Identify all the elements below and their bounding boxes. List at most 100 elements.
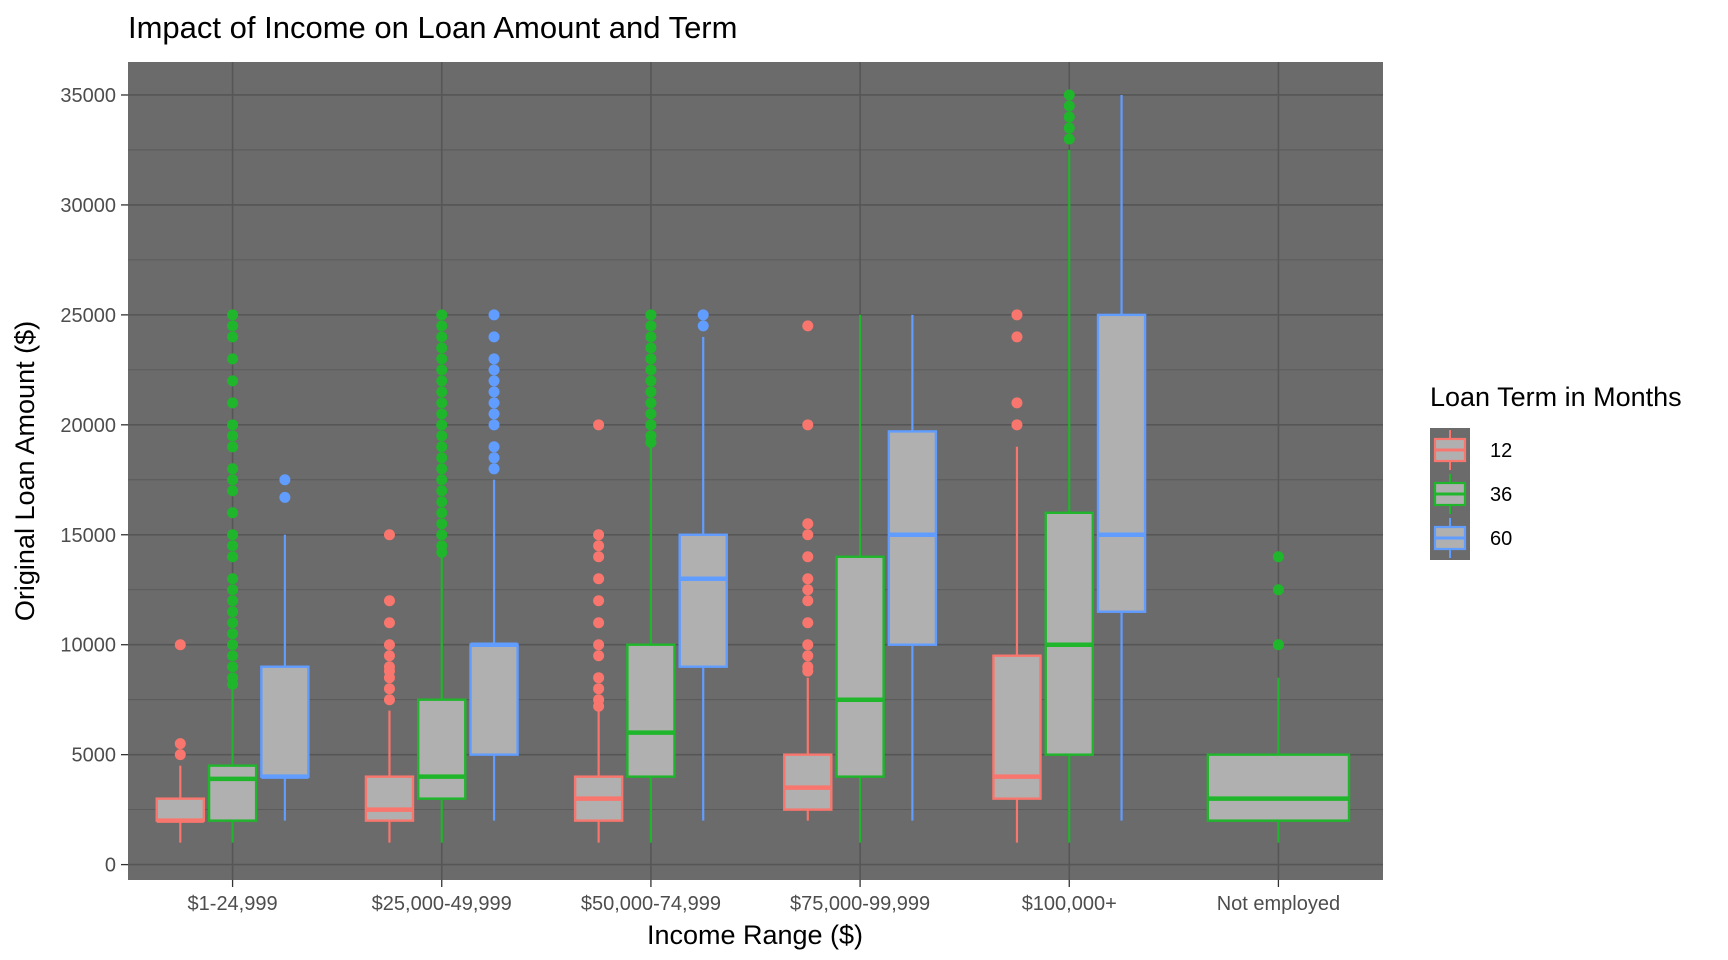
outlier-point xyxy=(802,595,814,607)
chart-title: Impact of Income on Loan Amount and Term xyxy=(128,10,737,45)
outlier-point xyxy=(436,452,448,464)
y-tick-label: 30000 xyxy=(60,195,116,217)
y-tick-label: 0 xyxy=(105,855,116,877)
outlier-point xyxy=(227,573,239,585)
outlier-point xyxy=(436,529,448,541)
outlier-point xyxy=(436,408,448,420)
outlier-point xyxy=(227,672,239,684)
box-body xyxy=(417,698,467,800)
outlier-point xyxy=(227,375,239,387)
box-body xyxy=(835,555,885,778)
outlier-point xyxy=(383,683,395,695)
outlier-point xyxy=(488,397,500,409)
outlier-point xyxy=(227,397,239,409)
outlier-point xyxy=(645,320,657,332)
outlier-point xyxy=(436,496,448,508)
outlier-point xyxy=(802,661,814,673)
outlier-point xyxy=(1063,100,1075,112)
outlier-point xyxy=(436,419,448,431)
box-36-4 xyxy=(1044,89,1094,843)
outlier-point xyxy=(802,617,814,629)
outlier-point xyxy=(488,331,500,343)
outlier-point xyxy=(436,507,448,519)
outlier-point xyxy=(227,540,239,552)
outlier-point xyxy=(436,540,448,552)
box-36-0 xyxy=(207,309,258,843)
outlier-point xyxy=(488,463,500,475)
box-body xyxy=(1096,313,1147,613)
outlier-point xyxy=(802,551,814,563)
outlier-point xyxy=(436,463,448,475)
y-tick-label: 25000 xyxy=(60,305,116,327)
legend: Loan Term in Months 12 36 60 xyxy=(1430,382,1682,560)
outlier-point xyxy=(488,364,500,376)
outlier-point xyxy=(436,320,448,332)
outlier-point xyxy=(697,309,709,321)
outlier-point xyxy=(802,573,814,585)
box-12-1 xyxy=(364,529,415,843)
outlier-point xyxy=(645,331,657,343)
outlier-point xyxy=(488,353,500,365)
outlier-point xyxy=(593,573,605,585)
box-body xyxy=(1044,511,1094,756)
outlier-point xyxy=(436,386,448,398)
outlier-point xyxy=(593,419,605,431)
outlier-point xyxy=(593,617,605,629)
outlier-point xyxy=(279,474,291,486)
outlier-point xyxy=(227,474,239,486)
outlier-point xyxy=(488,441,500,453)
outlier-point xyxy=(1011,419,1023,431)
box-body xyxy=(626,643,676,778)
outlier-point xyxy=(436,364,448,376)
outlier-point xyxy=(645,419,657,431)
legend-item-36: 36 xyxy=(1430,472,1512,516)
outlier-point xyxy=(227,639,239,651)
box-12-3 xyxy=(783,320,833,821)
y-axis-title: Original Loan Amount ($) xyxy=(10,321,40,621)
outlier-point xyxy=(802,518,814,530)
outlier-point xyxy=(227,595,239,607)
outlier-point xyxy=(593,551,605,563)
outlier-point xyxy=(645,397,657,409)
outlier-point xyxy=(593,639,605,651)
outlier-point xyxy=(436,430,448,442)
outlier-point xyxy=(436,331,448,343)
x-tick-label: $25,000-49,999 xyxy=(372,893,512,915)
outlier-point xyxy=(227,650,239,662)
outlier-point xyxy=(645,408,657,420)
outlier-point xyxy=(279,491,291,503)
box-body xyxy=(155,797,206,822)
outlier-point xyxy=(1011,397,1023,409)
box-layer xyxy=(155,89,1351,843)
box-60-1 xyxy=(469,309,519,821)
x-tick-label: $1-24,999 xyxy=(188,893,278,915)
box-body xyxy=(207,764,258,822)
outlier-point xyxy=(436,518,448,530)
box-body xyxy=(260,665,310,778)
outlier-point xyxy=(227,584,239,596)
box-36-5 xyxy=(1206,551,1351,843)
outlier-point xyxy=(645,430,657,442)
outlier-point xyxy=(593,683,605,695)
outlier-point xyxy=(383,650,395,662)
y-tick-label: 35000 xyxy=(60,85,116,107)
x-axis: $1-24,999 $25,000-49,999 $50,000-74,999 $75… xyxy=(188,880,1340,915)
outlier-point xyxy=(1063,133,1075,145)
outlier-point xyxy=(593,540,605,552)
legend-label: 36 xyxy=(1490,484,1512,506)
outlier-point xyxy=(383,595,395,607)
x-tick-label: $100,000+ xyxy=(1022,893,1117,915)
outlier-point xyxy=(174,738,186,750)
legend-label: 12 xyxy=(1490,440,1512,462)
legend-label: 60 xyxy=(1490,528,1512,550)
x-tick-label: $75,000-99,999 xyxy=(790,893,930,915)
legend-item-12: 12 xyxy=(1430,428,1512,472)
outlier-point xyxy=(645,309,657,321)
outlier-point xyxy=(488,386,500,398)
y-tick-label: 10000 xyxy=(60,635,116,657)
plot-panel xyxy=(128,62,1383,880)
outlier-point xyxy=(227,430,239,442)
outlier-point xyxy=(593,595,605,607)
outlier-point xyxy=(593,672,605,684)
box-60-2 xyxy=(678,309,728,821)
